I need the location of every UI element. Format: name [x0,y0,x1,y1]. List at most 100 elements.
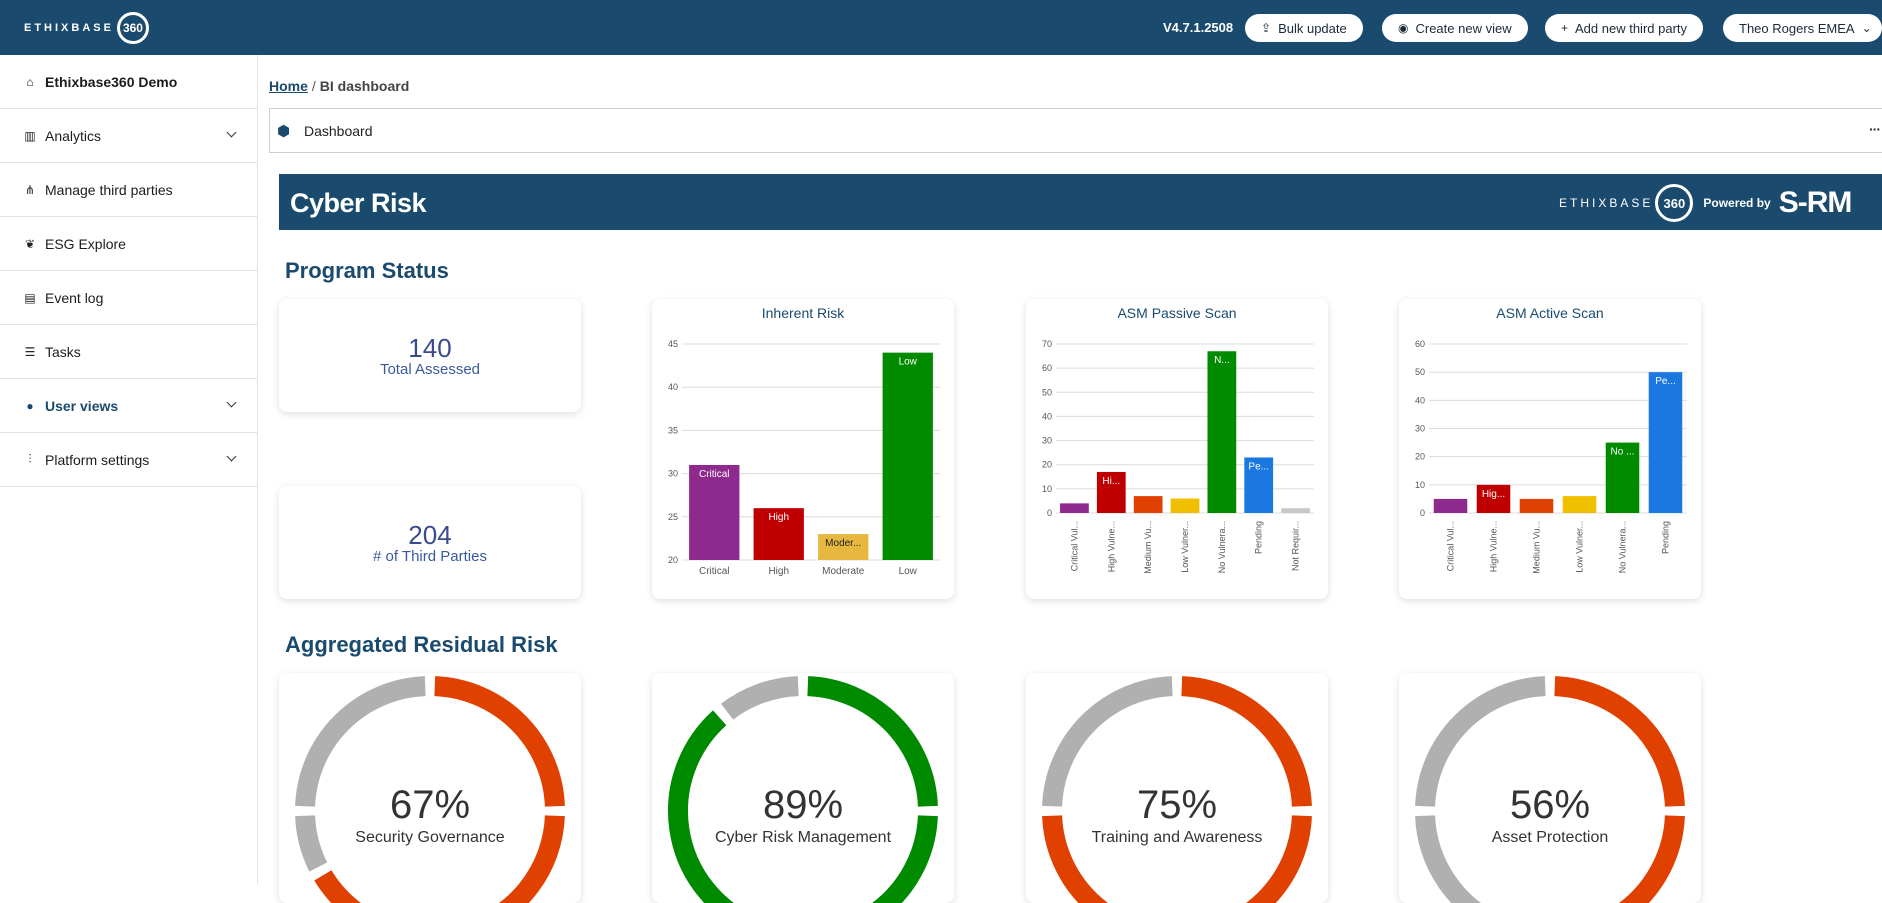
bar [1096,471,1126,513]
bulk-update-button[interactable]: ⇪ Bulk update [1245,14,1363,42]
sidebar-item-label: Manage third parties [45,181,173,198]
x-tick-label: Low Vulner... [1575,521,1585,573]
x-tick-label: Medium Vu... [1143,521,1153,574]
x-tick-label: High [768,566,789,577]
x-tick-label: Pending [1254,521,1264,554]
kpi-value: 140 [408,333,452,363]
banner-logo: ETHIXBASE 360 Powered by S-RM [1559,184,1852,222]
top-bar: ETHIXBASE 360 V4.7.1.2508 ⇪ Bulk update … [0,0,1882,55]
donut-card-security-governance: 67% Security Governance [279,673,581,903]
asm-passive-scan-chart: 0 10 20 30 40 50 60 70 Critical Vul... Hi... High … [1042,339,1314,574]
chart-title: ASM Active Scan [1496,305,1604,321]
y-tick-label: 60 [1415,339,1425,349]
security-governance-donut [295,676,565,903]
user-icon: ● [26,398,34,413]
sidebar-item-platform-settings[interactable]: ⫶ Platform settings [0,433,257,487]
sidebar-item-manage-third-parties[interactable]: ⋔ Manage third parties [0,163,257,217]
bar-data-label: Low [899,357,918,368]
bar [1207,351,1237,513]
user-name: Theo Rogers EMEA [1739,20,1855,36]
x-tick-label: Not Requir... [1291,521,1301,571]
asm-active-scan-chart: 0 10 20 30 40 50 60 Critical Vul... Hig... High V… [1415,339,1687,574]
breadcrumb-separator: / [311,78,316,94]
y-tick-label: 20 [1415,452,1425,462]
sidebar-item-tasks[interactable]: ☰ Tasks [0,325,257,379]
app-logo[interactable]: ETHIXBASE 360 [24,12,149,44]
home-icon: ⌂ [26,74,34,89]
y-tick-label: 0 [1420,508,1425,518]
x-tick-label: No Vulnera... [1618,521,1628,573]
sidebar-item-home[interactable]: ⌂ Ethixbase360 Demo [0,55,257,109]
donut-percent: 67% [389,783,471,827]
x-tick-label: Moderate [822,566,865,577]
create-view-label: Create new view [1415,20,1512,36]
user-menu-button[interactable]: Theo Rogers EMEA ⌄ [1723,14,1882,42]
dashboard-bar[interactable]: ⬢ Dashboard ··· [269,108,1882,153]
y-tick-label: 50 [1415,367,1425,377]
sidebar-item-esg-explore[interactable]: ❦ ESG Explore [0,217,257,271]
donut-remainder-arc [1042,676,1173,807]
chart-title: ASM Passive Scan [1117,305,1237,321]
add-third-party-label: Add new third party [1575,20,1688,36]
sidebar-item-label: Tasks [45,343,81,360]
y-tick-label: 30 [668,469,678,479]
cyber-risk-banner: Cyber Risk ETHIXBASE 360 Powered by S-RM [279,174,1882,230]
donut-label: Cyber Risk Management [714,829,892,846]
x-tick-label: High Vulne... [1489,521,1499,572]
donut-remainder-arc [721,676,799,720]
bar [1244,457,1274,513]
y-tick-label: 20 [1042,460,1052,470]
kpi-label: Total Assessed [379,361,481,378]
x-tick-label: Critical Vul... [1446,521,1456,571]
leaf-icon: ❦ [24,236,36,251]
training-awareness-donut [1042,676,1312,903]
bar-data-label: Pe... [1248,461,1269,472]
y-tick-label: 30 [1042,436,1052,446]
x-tick-label: Low [899,566,918,577]
sidebar-item-label: ESG Explore [45,235,126,252]
bar [753,508,804,560]
breadcrumb-home-link[interactable]: Home [269,78,308,94]
bar [1605,442,1640,513]
bar [818,534,869,560]
donut-card-cyber-risk-management: 89% Cyber Risk Management [652,673,954,903]
bar [1476,484,1511,513]
sidebar-item-event-log[interactable]: ▤ Event log [0,271,257,325]
donut-card-training-awareness: 75% Training and Awareness [1026,673,1328,903]
x-tick-label: Pending [1661,521,1671,554]
breadcrumb-current: BI dashboard [319,78,410,94]
y-tick-label: 10 [1415,480,1425,490]
kpi-card-third-parties: 204 # of Third Parties [279,486,581,599]
create-view-button[interactable]: ◉ Create new view [1382,14,1528,42]
kpi-label: # of Third Parties [373,548,487,565]
bar [1170,498,1200,513]
y-tick-label: 40 [1415,395,1425,405]
eye-icon: ◉ [1398,21,1409,35]
sidebar-item-user-views[interactable]: ● User views [0,379,257,433]
donut-remainder-arc [1415,815,1482,903]
y-tick-label: 35 [668,425,678,435]
add-third-party-button[interactable]: + Add new third party [1545,14,1704,42]
x-tick-label: High Vulne... [1106,521,1116,572]
y-tick-label: 40 [1042,411,1052,421]
bar [1281,508,1310,513]
y-tick-label: 70 [1042,339,1052,349]
sidebar-item-analytics[interactable]: ▥ Analytics [0,109,257,163]
x-tick-label: Critical Vul... [1069,521,1079,571]
bar [1060,503,1089,513]
cubes-icon: ⬢ [277,122,291,140]
bar-data-label: Moder... [825,538,861,549]
breadcrumb: Home / BI dashboard [269,78,409,94]
chart-icon: ▥ [24,128,36,143]
y-tick-label: 0 [1047,508,1052,518]
donut-label: Security Governance [355,829,505,846]
donut-label: Training and Awareness [1091,829,1263,846]
sliders-icon: ⫶ [28,452,32,466]
bar [1562,496,1597,513]
bar-data-label: Hig... [1482,489,1505,500]
x-tick-label: No Vulnera... [1217,521,1227,573]
donut-remainder-arc [1415,676,1546,807]
more-options-icon[interactable]: ··· [1869,121,1881,137]
sidebar-item-label: User views [45,397,119,414]
banner-logo-ring: 360 [1655,184,1694,222]
